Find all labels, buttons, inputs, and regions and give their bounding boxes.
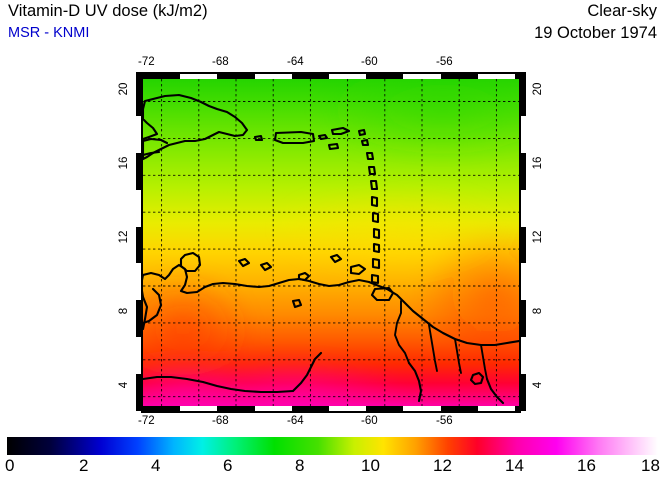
colorbar-tick-label-18: 18 <box>641 456 660 475</box>
map-plot <box>136 72 526 413</box>
x-axis-bottom-tick-label-0: -72 <box>138 415 155 427</box>
uv-dose-field <box>143 79 519 406</box>
axis-frame-left <box>136 72 143 413</box>
axis-frame-bottom <box>136 406 526 413</box>
colorbar-tick-label-16: 16 <box>577 456 596 475</box>
colorbar-tick-label-8: 8 <box>295 456 305 475</box>
colorbar-tick-label-6: 6 <box>223 456 233 475</box>
axis-frame-top <box>136 72 526 79</box>
x-axis-bottom-tick-label-3: -60 <box>361 415 378 427</box>
chart-header: Vitamin-D UV dose (kJ/m2) MSR - KNMI Cle… <box>0 0 665 52</box>
y-axis-right-tick-label-8: 8 <box>532 307 544 315</box>
colorbar-tick-label-4: 4 <box>151 456 161 475</box>
y-axis-right-tick-label-20: 20 <box>532 82 544 96</box>
x-axis-top-tick-label-3: -60 <box>361 56 378 68</box>
y-axis-right-tick-label-12: 12 <box>532 230 544 244</box>
y-axis-left-tick-label-8: 8 <box>118 307 130 315</box>
x-axis-bottom-tick-label-2: -64 <box>287 415 304 427</box>
y-axis-right-tick-label-4: 4 <box>532 381 544 389</box>
x-axis-top-tick-label-1: -68 <box>212 56 229 68</box>
colorbar-tick-label-12: 12 <box>433 456 452 475</box>
axis-frame-right <box>519 72 526 413</box>
colorbar-tick-label-0: 0 <box>5 456 15 475</box>
colorbar-gradient <box>7 437 658 455</box>
map-plot-area <box>143 79 519 406</box>
page-title: Vitamin-D UV dose (kJ/m2) <box>8 2 208 20</box>
x-axis-top-tick-label-0: -72 <box>138 56 155 68</box>
x-axis-top-tick-label-2: -64 <box>287 56 304 68</box>
y-axis-left-tick-label-12: 12 <box>118 230 130 244</box>
date-label: 19 October 1974 <box>534 24 657 42</box>
sky-condition-label: Clear-sky <box>587 2 657 20</box>
y-axis-left-tick-label-4: 4 <box>118 381 130 389</box>
data-source-label: MSR - KNMI <box>8 25 90 41</box>
x-axis-bottom-tick-label-1: -68 <box>212 415 229 427</box>
x-axis-bottom-tick-label-4: -56 <box>436 415 453 427</box>
colorbar-tick-label-14: 14 <box>505 456 524 475</box>
x-axis-top-tick-label-4: -56 <box>436 56 453 68</box>
y-axis-left-tick-label-20: 20 <box>118 82 130 96</box>
coastline-overlay <box>143 93 519 405</box>
colorbar-tick-label-2: 2 <box>79 456 89 475</box>
y-axis-right-tick-label-16: 16 <box>532 156 544 170</box>
y-axis-left-tick-label-16: 16 <box>118 156 130 170</box>
colorbar-tick-label-10: 10 <box>361 456 380 475</box>
colorbar: 0 2 4 6 8 10 12 14 16 18 <box>0 434 665 480</box>
